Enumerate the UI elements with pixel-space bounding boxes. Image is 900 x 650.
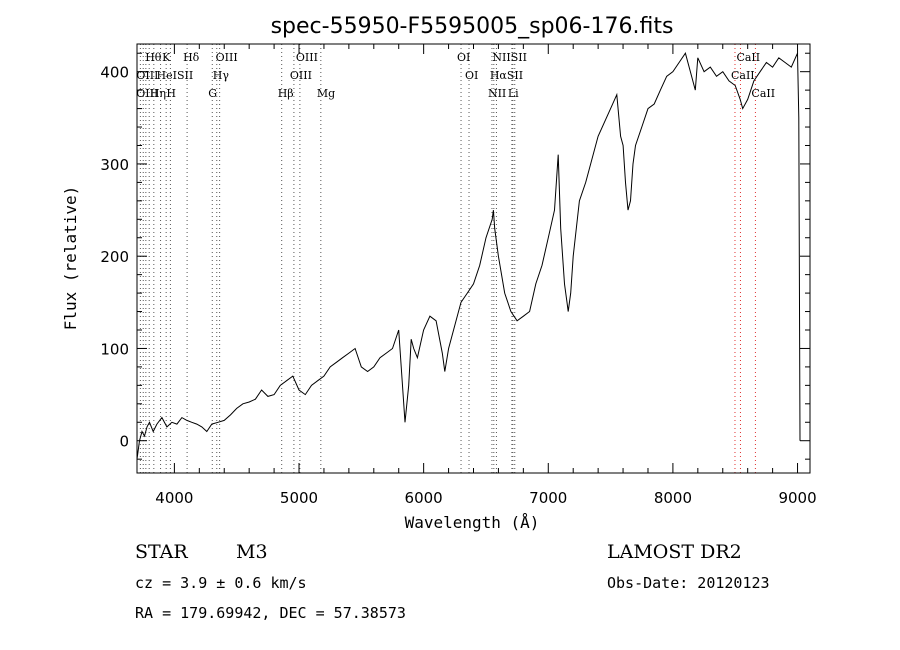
x-tick-label: 9000: [778, 489, 816, 507]
line-marker-label: NII: [488, 87, 506, 100]
x-tick-label: 5000: [280, 489, 318, 507]
line-marker-label: K: [162, 51, 171, 64]
line-marker-label: Li: [508, 87, 519, 100]
x-tick-label: 7000: [529, 489, 567, 507]
line-marker-label: OIII: [290, 69, 312, 82]
redshift-readout: cz = 3.9 ± 0.6 km/s: [135, 574, 307, 592]
object-subclass: M3: [236, 541, 268, 563]
y-axis-label: Flux (relative): [61, 186, 80, 331]
x-axis-ticks: 4000 5000 6000 7000 8000 9000: [155, 44, 817, 507]
observation-date: Obs-Date: 20120123: [607, 574, 770, 592]
spectrum-line: [136, 52, 801, 460]
line-marker-label: H: [166, 87, 176, 100]
line-marker-group: [139, 44, 756, 473]
line-marker-label: Hγ: [213, 69, 230, 82]
line-marker-label: Hη: [150, 87, 166, 100]
plot-frame: [136, 43, 811, 474]
line-marker-label: NIISII: [492, 51, 527, 64]
line-marker-label: Mg: [317, 87, 335, 100]
y-axis-ticks: 0 100 200 300 400: [100, 52, 810, 460]
line-marker-label: Hδ: [183, 51, 200, 64]
x-tick-label: 4000: [155, 489, 193, 507]
line-marker-label: HeISII: [157, 69, 194, 82]
object-class: STAR: [135, 541, 188, 563]
line-marker-label: OI: [457, 51, 470, 64]
chart-title: spec-55950-F5595005_sp06-176.fits: [271, 14, 674, 39]
line-marker-label: CaII: [751, 87, 775, 100]
x-axis-label: Wavelength (Å): [405, 513, 540, 532]
line-marker-label: OIII: [296, 51, 318, 64]
y-tick-label: 400: [100, 64, 129, 82]
x-tick-label: 6000: [405, 489, 443, 507]
survey-name: LAMOST DR2: [607, 541, 742, 563]
line-marker-label: OIII: [216, 51, 238, 64]
y-tick-label: 300: [100, 156, 129, 174]
y-tick-label: 200: [100, 248, 129, 266]
line-marker-label: Hθ: [145, 51, 162, 64]
coordinates-readout: RA = 179.69942, DEC = 57.38573: [135, 604, 406, 622]
y-tick-label: 0: [119, 433, 129, 451]
x-tick-label: 8000: [654, 489, 692, 507]
line-marker-label: HαSII: [490, 69, 523, 82]
line-marker-label: CaII: [731, 69, 755, 82]
line-marker-label: Hβ: [278, 87, 294, 100]
y-tick-label: 100: [100, 340, 129, 358]
line-marker-label: OI: [465, 69, 478, 82]
line-marker-label: OIII: [136, 69, 158, 82]
line-marker-label: CaII: [736, 51, 760, 64]
line-marker-label: G: [208, 87, 217, 100]
